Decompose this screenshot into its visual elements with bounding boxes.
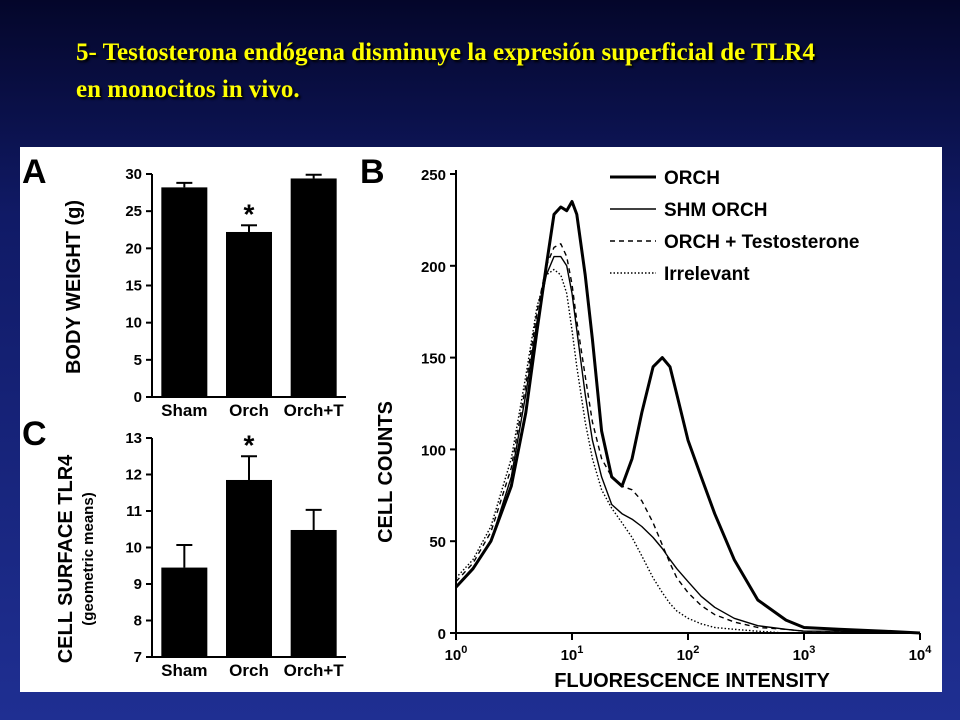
panel-b-xtick-label: 102 bbox=[677, 644, 700, 664]
panel-b-legend-label: SHM ORCH bbox=[664, 200, 767, 221]
panel-a-significance-star: * bbox=[244, 198, 255, 229]
panel-b-xtick-label: 101 bbox=[561, 644, 584, 664]
panel-a-ytick-label: 0 bbox=[134, 389, 142, 406]
panel-c-ytick-label: 12 bbox=[125, 467, 142, 484]
panel-a-bar bbox=[226, 231, 272, 397]
panel-b-xtick-label: 100 bbox=[445, 644, 468, 664]
panel-c-ylabel: CELL SURFACE TLR4 bbox=[55, 454, 77, 663]
panel-b-legend-label: Irrelevant bbox=[664, 264, 750, 285]
panel-a-ytick-label: 25 bbox=[125, 203, 142, 220]
panel-c-category-label: Orch bbox=[229, 661, 269, 680]
panel-b-series-line bbox=[455, 255, 920, 634]
panel-c-significance-star: * bbox=[244, 429, 255, 460]
panel-a-ylabel: BODY WEIGHT (g) bbox=[63, 200, 85, 374]
panel-c-bar bbox=[226, 479, 272, 657]
panel-a-plot: 0 5 10 15 20 25 30 Sham * Orch Orch+T bbox=[125, 166, 346, 420]
panel-c-ylabel-sub: (geometric means) bbox=[80, 492, 97, 625]
figure-svg: A BODY WEIGHT (g) C CELL SURFACE TLR4 (g… bbox=[22, 153, 932, 692]
panel-c-ytick-label: 10 bbox=[125, 540, 142, 557]
panel-b-ytick-label: 150 bbox=[421, 351, 446, 368]
panel-b-xlabel: FLUORESCENCE INTENSITY bbox=[554, 670, 830, 692]
panel-c-label: C bbox=[22, 415, 47, 453]
panel-c-ytick-label: 7 bbox=[134, 649, 142, 666]
slide-title-line-2: en monocitos in vivo. bbox=[76, 76, 300, 103]
panel-b-series-line bbox=[455, 268, 920, 634]
panel-b-series-line bbox=[455, 243, 920, 634]
panel-a-ytick-label: 10 bbox=[125, 315, 142, 332]
panel-a-category-label: Sham bbox=[161, 401, 207, 420]
panel-c-category-label: Orch+T bbox=[284, 661, 345, 680]
panel-a-category-label: Orch+T bbox=[284, 401, 345, 420]
slide-title: 5- Testosterona endógena disminuye la ex… bbox=[76, 34, 956, 108]
panel-c-ytick-label: 11 bbox=[126, 503, 142, 520]
panel-c-ytick-label: 8 bbox=[134, 613, 142, 630]
panel-b-ytick-label: 100 bbox=[421, 442, 446, 459]
panel-a-ytick-label: 30 bbox=[125, 166, 142, 183]
panel-b-legend-label: ORCH + Testosterone bbox=[664, 232, 860, 253]
panel-b-ylabel: CELL COUNTS bbox=[375, 401, 397, 543]
panel-c-bar bbox=[161, 567, 208, 657]
panel-a-label: A bbox=[22, 153, 47, 191]
figure-panel: A BODY WEIGHT (g) C CELL SURFACE TLR4 (g… bbox=[20, 147, 942, 692]
panel-a-ytick-label: 15 bbox=[125, 278, 142, 295]
panel-c-ytick-label: 13 bbox=[125, 430, 142, 447]
panel-a-bar bbox=[161, 187, 208, 397]
panel-c-ytick-label: 9 bbox=[134, 576, 142, 593]
panel-b-plot: 0 50 100 150 200 250 100 101 102 103 104 ORCH SHM OR… bbox=[421, 167, 932, 664]
panel-b-ytick-label: 200 bbox=[421, 259, 446, 276]
panel-b-legend-label: ORCH bbox=[664, 168, 720, 189]
panel-b-label: B bbox=[360, 153, 385, 191]
panel-a-ytick-label: 20 bbox=[125, 240, 142, 257]
panel-b-ytick-label: 0 bbox=[438, 626, 446, 643]
panel-a-bar bbox=[290, 178, 337, 397]
panel-b-ytick-label: 250 bbox=[421, 167, 446, 184]
slide-title-line-1: 5- Testosterona endógena disminuye la ex… bbox=[76, 39, 815, 66]
panel-c-plot: 7 8 9 10 11 12 13 Sham * Orch Orch+T bbox=[125, 429, 346, 680]
panel-b-xtick-label: 104 bbox=[909, 644, 933, 664]
panel-a-category-label: Orch bbox=[229, 401, 269, 420]
panel-a-ytick-label: 5 bbox=[134, 352, 142, 369]
panel-b-xtick-label: 103 bbox=[793, 644, 816, 664]
panel-b-ytick-label: 50 bbox=[429, 534, 446, 551]
panel-c-category-label: Sham bbox=[161, 661, 207, 680]
panel-c-bar bbox=[290, 529, 337, 657]
